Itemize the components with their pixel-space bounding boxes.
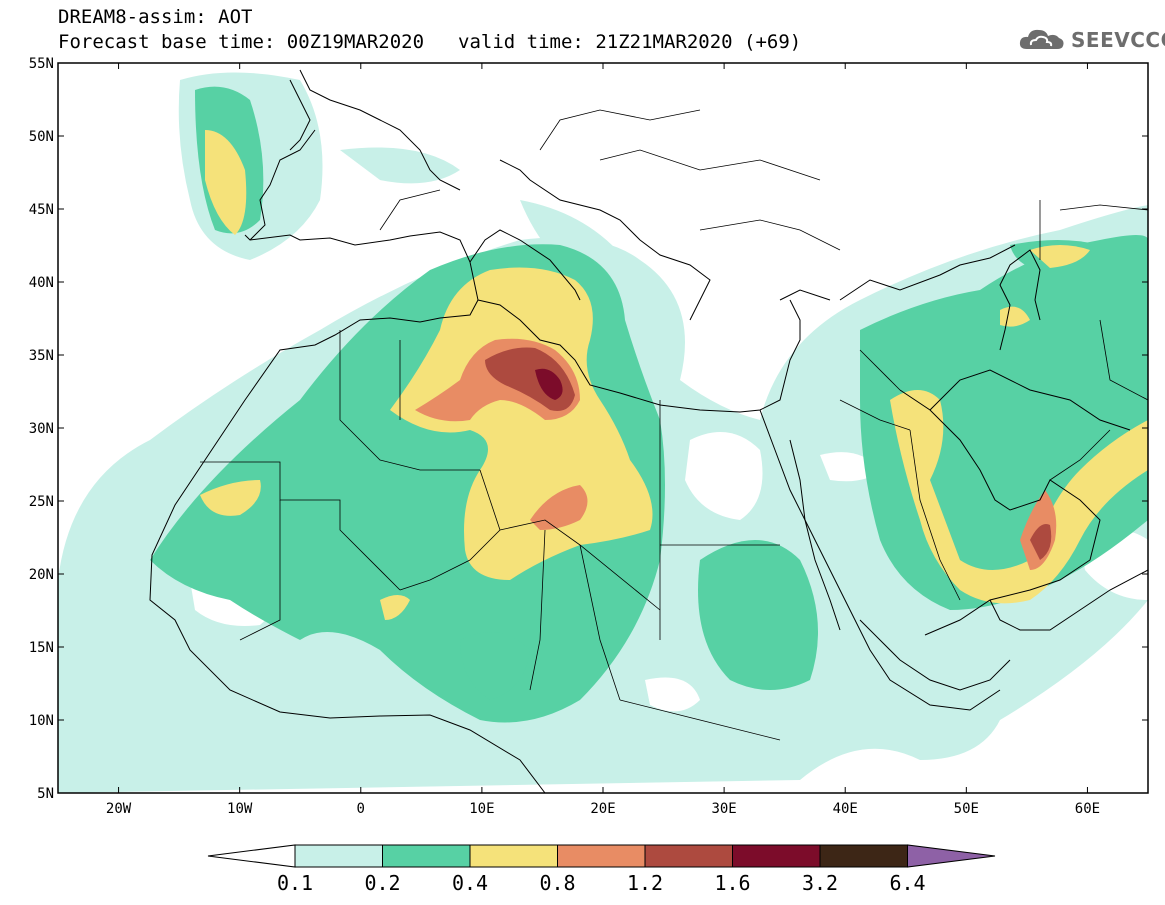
colorbar-min-arrow <box>207 844 296 868</box>
colorbar-label: 3.2 <box>801 871 839 895</box>
colorbar-label: 0.4 <box>451 871 489 895</box>
colorbar-label: 6.4 <box>889 871 926 895</box>
time-info: Forecast base time: 00Z19MAR2020 valid ti… <box>58 31 801 53</box>
colorbar-segment <box>382 844 471 868</box>
colorbar-label: 1.2 <box>626 871 664 895</box>
colorbar-segment <box>294 844 383 868</box>
lat-tick-label: 40N <box>29 275 54 291</box>
colorbar-label: 0.2 <box>364 871 401 895</box>
lon-tick-label: 0 <box>357 801 365 817</box>
lat-tick-label: 50N <box>29 129 54 145</box>
lat-tick-label: 45N <box>29 202 54 218</box>
lon-tick-label: 20E <box>590 801 615 817</box>
colorbar-segment <box>732 844 821 868</box>
colorbar-label: 0.1 <box>276 871 314 895</box>
colorbar-segment <box>644 844 733 868</box>
cloud-icon <box>1019 29 1064 49</box>
axis-ticks: 20W 10W 0 10E 20E 30E 40E 50E 60E 55N 50N 45N 40N 35N… <box>29 56 1148 817</box>
seevccc-logo: SEEVCCC <box>1017 25 1165 55</box>
lon-tick-label: 30E <box>711 801 736 817</box>
lon-tick-label: 10W <box>227 801 253 817</box>
colorbar <box>207 844 996 868</box>
lat-tick-label: 5N <box>37 786 54 802</box>
lat-tick-label: 35N <box>29 348 54 364</box>
colorbar-label: 1.6 <box>714 871 751 895</box>
lat-tick-label: 55N <box>29 56 54 72</box>
valid-time: valid time: 21Z21MAR2020 (+69) <box>458 31 802 53</box>
forecast-base-time: Forecast base time: 00Z19MAR2020 <box>58 31 425 53</box>
lat-tick-label: 15N <box>29 640 54 656</box>
colorbar-segment <box>469 844 558 868</box>
lon-tick-label: 20W <box>106 801 132 817</box>
lon-tick-label: 50E <box>954 801 979 817</box>
logo-text: SEEVCCC <box>1071 28 1165 52</box>
aot-contours <box>58 72 1148 793</box>
colorbar-segment <box>557 844 646 868</box>
colorbar-label: 0.8 <box>539 871 576 895</box>
country-borders <box>200 109 1148 741</box>
lon-tick-label: 40E <box>833 801 858 817</box>
lat-tick-label: 20N <box>29 567 54 583</box>
lat-tick-label: 30N <box>29 421 54 437</box>
lon-tick-label: 60E <box>1075 801 1100 817</box>
map-title: DREAM8-assim: AOT <box>58 6 253 28</box>
lat-tick-label: 25N <box>29 494 54 510</box>
colorbar-segment <box>819 844 908 868</box>
lat-tick-label: 10N <box>29 713 54 729</box>
aot-band-1.6 <box>535 368 563 400</box>
lon-tick-label: 10E <box>469 801 494 817</box>
coastlines <box>149 69 1148 793</box>
colorbar-max-arrow <box>907 844 996 868</box>
